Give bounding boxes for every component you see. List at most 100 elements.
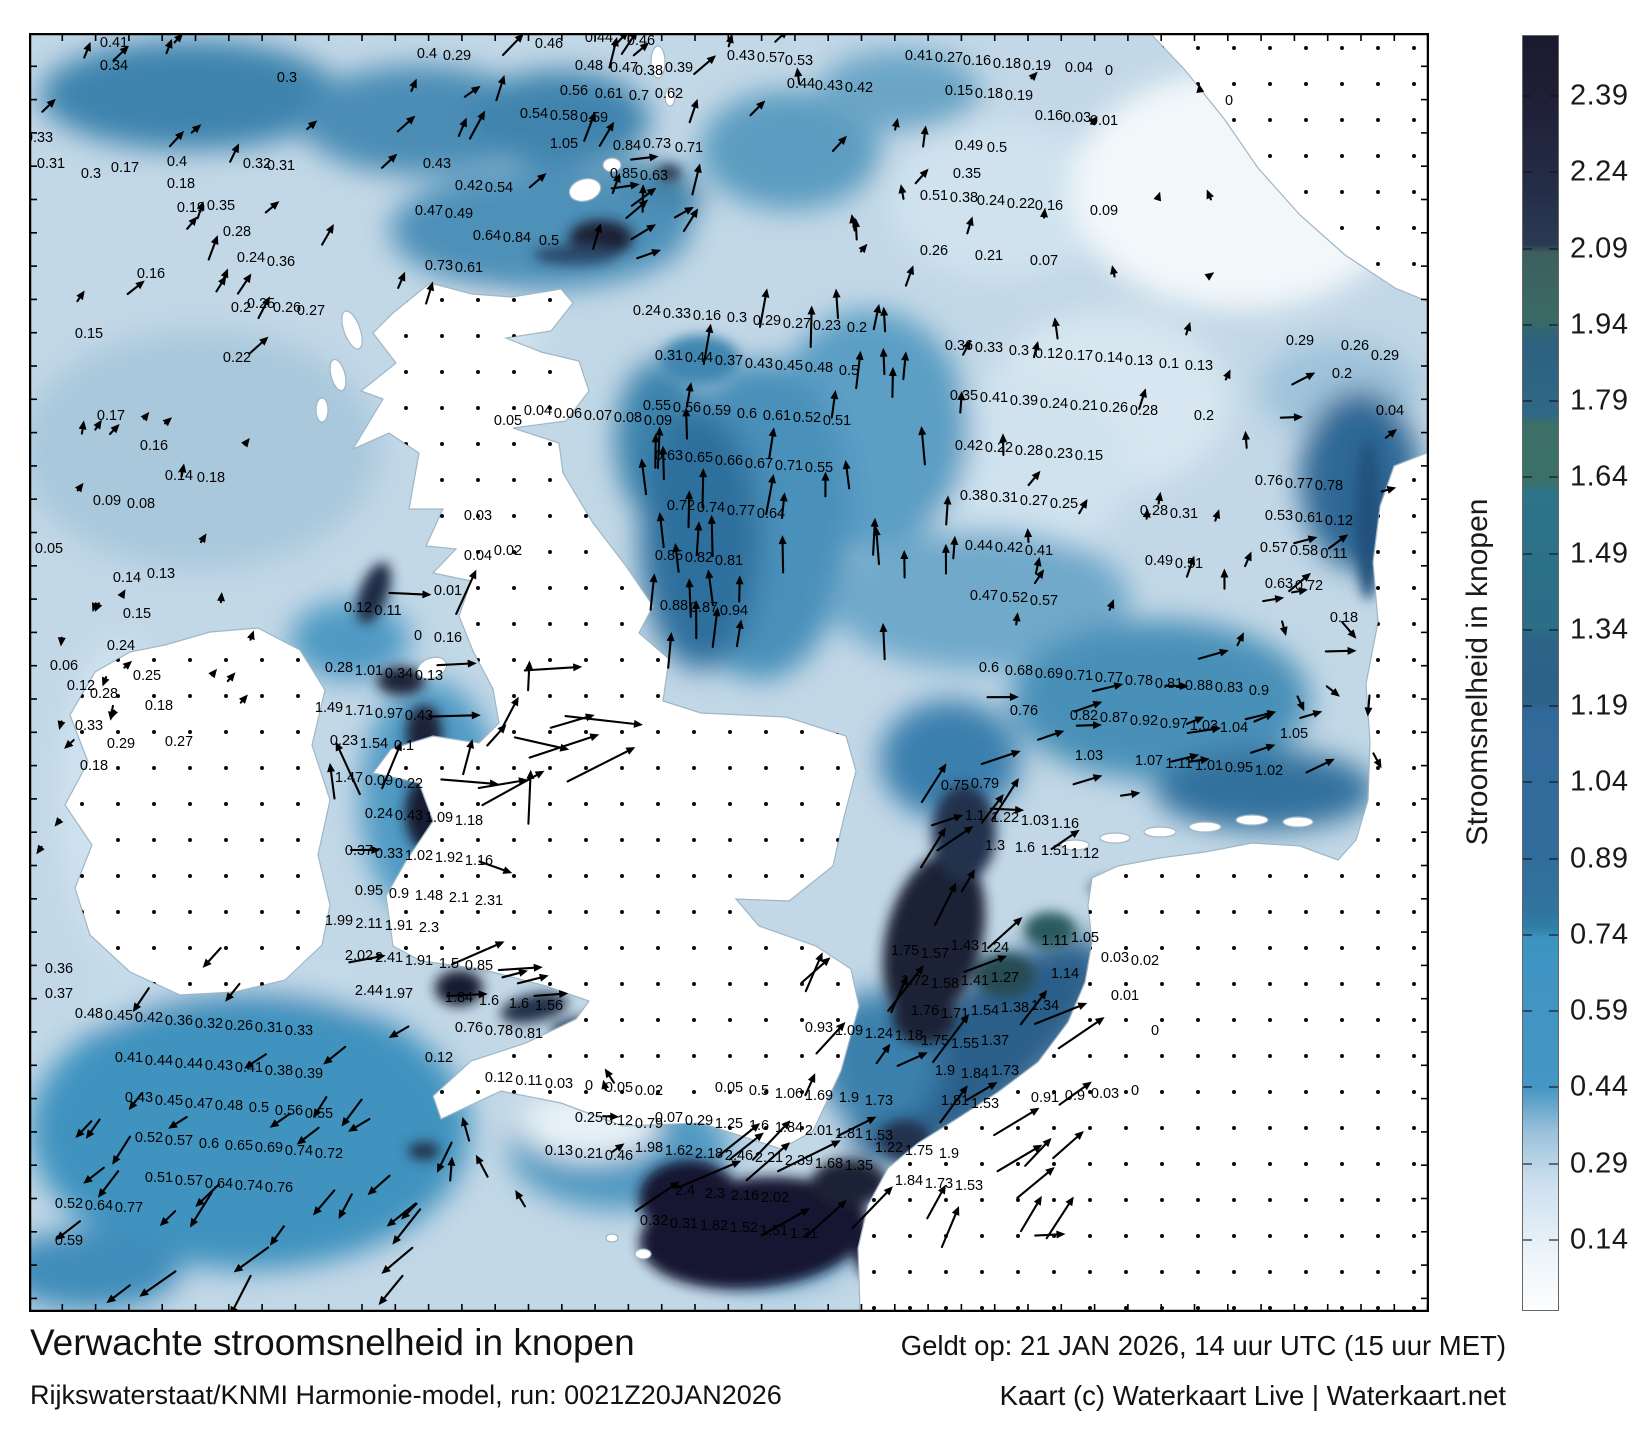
svg-text:0.02: 0.02 bbox=[1131, 953, 1159, 969]
svg-text:1.84: 1.84 bbox=[445, 990, 473, 1006]
svg-text:0.66: 0.66 bbox=[715, 453, 743, 469]
svg-text:0.21: 0.21 bbox=[1070, 398, 1098, 414]
colorbar-axis-label: Stroomsnelheid in knopen bbox=[1461, 498, 1494, 846]
svg-text:0.55: 0.55 bbox=[643, 398, 671, 414]
svg-text:0.13: 0.13 bbox=[1185, 358, 1213, 374]
svg-text:0.78: 0.78 bbox=[485, 1023, 513, 1039]
svg-text:1.09: 1.09 bbox=[835, 1023, 863, 1039]
svg-text:1.9: 1.9 bbox=[839, 1090, 859, 1106]
svg-text:0.5: 0.5 bbox=[839, 363, 859, 379]
svg-text:0.76: 0.76 bbox=[265, 1180, 293, 1196]
svg-text:1.05: 1.05 bbox=[1071, 930, 1099, 946]
svg-text:1.97: 1.97 bbox=[385, 986, 413, 1002]
svg-text:0.25: 0.25 bbox=[1050, 496, 1078, 512]
svg-text:1.5: 1.5 bbox=[439, 956, 459, 972]
svg-text:1.16: 1.16 bbox=[465, 853, 493, 869]
svg-text:0.18: 0.18 bbox=[197, 470, 225, 486]
svg-text:0.51: 0.51 bbox=[1175, 556, 1203, 572]
svg-text:1.71: 1.71 bbox=[345, 703, 373, 719]
svg-text:1.53: 1.53 bbox=[865, 1128, 893, 1144]
svg-text:0.56: 0.56 bbox=[560, 83, 588, 99]
svg-text:2.41: 2.41 bbox=[375, 950, 403, 966]
hebrides-3 bbox=[315, 397, 329, 423]
svg-text:0.33: 0.33 bbox=[75, 718, 103, 734]
map-title: Verwachte stroomsnelheid in knopen bbox=[30, 1322, 635, 1363]
svg-text:0.29: 0.29 bbox=[753, 313, 781, 329]
svg-text:0: 0 bbox=[1105, 63, 1113, 79]
model-run-info: Rijkswaterstaat/KNMI Harmonie-model, run… bbox=[30, 1380, 782, 1410]
svg-text:0.5: 0.5 bbox=[249, 1100, 269, 1116]
svg-text:0.14: 0.14 bbox=[1095, 350, 1123, 366]
svg-text:0.26: 0.26 bbox=[1341, 338, 1369, 354]
svg-text:0.46: 0.46 bbox=[605, 1148, 633, 1164]
svg-text:0.33: 0.33 bbox=[375, 846, 403, 862]
svg-text:0.12: 0.12 bbox=[1035, 346, 1063, 362]
svg-text:1.14: 1.14 bbox=[1051, 966, 1079, 982]
svg-text:1.12: 1.12 bbox=[1071, 846, 1099, 862]
svg-text:1.05: 1.05 bbox=[1280, 726, 1308, 742]
channel-island bbox=[634, 1248, 652, 1260]
svg-text:1.03: 1.03 bbox=[1021, 813, 1049, 829]
svg-text:0.57: 0.57 bbox=[1260, 540, 1288, 556]
svg-text:1.11: 1.11 bbox=[1165, 756, 1192, 772]
speed-value-labels: 0.410.340.330.310.30.170.40.180.190.350.… bbox=[29, 33, 1404, 1249]
svg-text:1.03: 1.03 bbox=[1190, 718, 1218, 734]
svg-text:0.31: 0.31 bbox=[267, 158, 295, 174]
svg-text:0.27: 0.27 bbox=[1020, 493, 1048, 509]
svg-text:0.48: 0.48 bbox=[575, 58, 603, 74]
hebrides-2 bbox=[329, 358, 347, 392]
valid-time: Geldt op: 21 JAN 2026, 14 uur UTC (15 uu… bbox=[900, 1330, 1506, 1361]
svg-text:0.24: 0.24 bbox=[107, 638, 135, 654]
svg-text:0.44: 0.44 bbox=[585, 33, 613, 46]
svg-text:0.69: 0.69 bbox=[255, 1140, 283, 1156]
svg-text:1.43: 1.43 bbox=[951, 938, 979, 954]
svg-text:0: 0 bbox=[1131, 1083, 1139, 1099]
svg-text:0.11: 0.11 bbox=[1320, 546, 1347, 562]
svg-text:0.12: 0.12 bbox=[485, 1070, 513, 1086]
svg-text:0.3: 0.3 bbox=[1009, 343, 1029, 359]
svg-text:0.41: 0.41 bbox=[1025, 543, 1053, 559]
svg-text:0.44: 0.44 bbox=[965, 538, 993, 554]
svg-text:0.27: 0.27 bbox=[165, 734, 193, 750]
svg-text:0.45: 0.45 bbox=[775, 358, 803, 374]
svg-text:0.87: 0.87 bbox=[690, 600, 718, 616]
svg-text:0.42: 0.42 bbox=[135, 1010, 163, 1026]
svg-text:0.36: 0.36 bbox=[945, 338, 973, 354]
svg-text:0.71: 0.71 bbox=[775, 458, 803, 474]
svg-text:0.95: 0.95 bbox=[1225, 760, 1253, 776]
svg-text:0.59: 0.59 bbox=[580, 110, 608, 126]
svg-text:1.53: 1.53 bbox=[955, 1178, 983, 1194]
colorbar-gradient bbox=[1522, 35, 1559, 1311]
svg-text:0.59: 0.59 bbox=[55, 1233, 83, 1249]
svg-text:0.31: 0.31 bbox=[990, 490, 1018, 506]
svg-text:0.54: 0.54 bbox=[485, 180, 513, 196]
svg-text:0.37: 0.37 bbox=[45, 986, 73, 1002]
svg-text:1.84: 1.84 bbox=[895, 1173, 923, 1189]
svg-text:0.33: 0.33 bbox=[663, 306, 691, 322]
svg-text:0: 0 bbox=[1225, 93, 1233, 109]
svg-text:1.73: 1.73 bbox=[925, 1176, 953, 1192]
svg-text:0.13: 0.13 bbox=[1125, 353, 1153, 369]
svg-text:2.39: 2.39 bbox=[785, 1153, 813, 1169]
svg-text:0.29: 0.29 bbox=[1371, 348, 1399, 364]
svg-text:0.13: 0.13 bbox=[415, 668, 443, 684]
svg-text:0.44: 0.44 bbox=[145, 1053, 173, 1069]
svg-text:0.16: 0.16 bbox=[434, 630, 462, 646]
svg-text:0.47: 0.47 bbox=[415, 203, 443, 219]
svg-text:2.4: 2.4 bbox=[675, 1183, 695, 1199]
wadden-island bbox=[1099, 832, 1131, 844]
svg-text:1.69: 1.69 bbox=[805, 1088, 833, 1104]
svg-text:0.43: 0.43 bbox=[205, 1058, 233, 1074]
svg-text:1.54: 1.54 bbox=[971, 1003, 999, 1019]
svg-text:0.64: 0.64 bbox=[473, 228, 501, 244]
channel-island bbox=[605, 1233, 619, 1243]
svg-text:0.22: 0.22 bbox=[223, 350, 251, 366]
svg-text:0.39: 0.39 bbox=[665, 60, 693, 76]
svg-text:0.44: 0.44 bbox=[175, 1056, 203, 1072]
svg-text:1.56: 1.56 bbox=[535, 998, 563, 1014]
svg-text:0.3: 0.3 bbox=[81, 166, 101, 182]
svg-text:0.44: 0.44 bbox=[685, 350, 713, 366]
svg-text:1.84: 1.84 bbox=[961, 1066, 989, 1082]
svg-text:0.5: 0.5 bbox=[749, 1083, 769, 1099]
svg-text:0.16: 0.16 bbox=[1035, 198, 1063, 214]
